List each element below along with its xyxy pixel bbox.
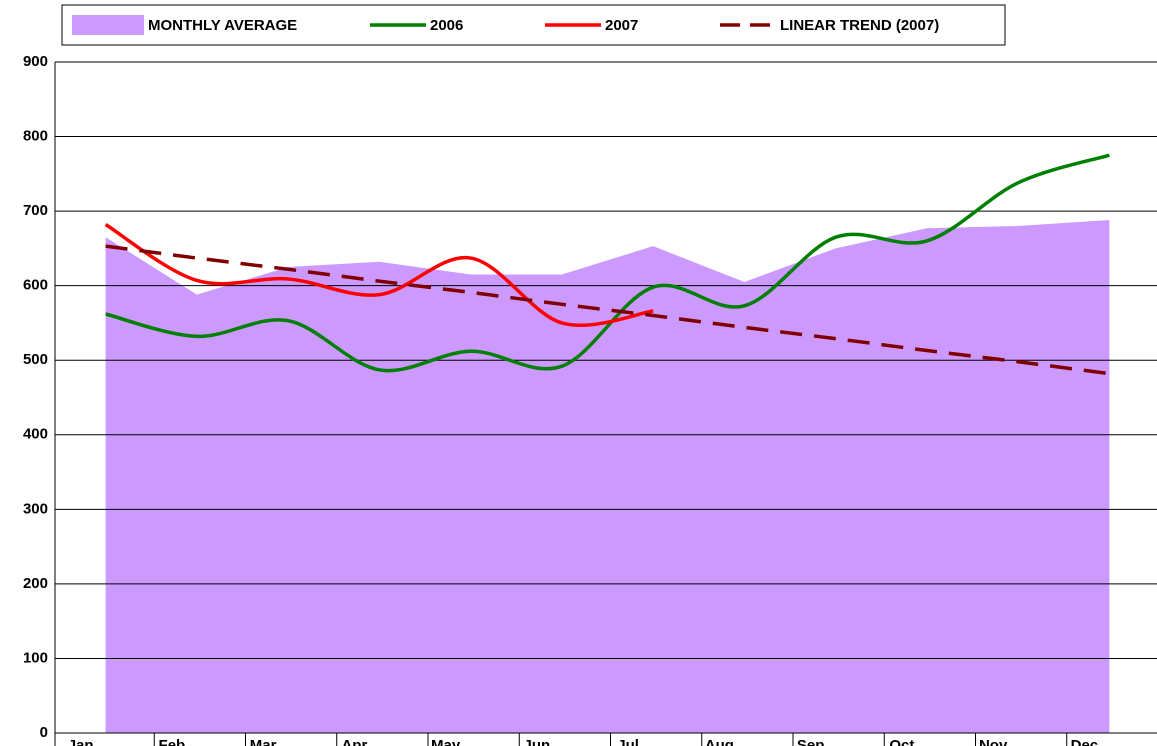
x-tick-label: Apr (341, 737, 367, 746)
y-tick-label: 500 (23, 351, 48, 368)
y-tick-label: 100 (23, 649, 48, 666)
y-tick-label: 900 (23, 53, 48, 70)
y-tick-label: 800 (23, 128, 48, 145)
legend-label: MONTHLY AVERAGE (148, 17, 297, 34)
y-tick-label: 600 (23, 277, 48, 294)
x-tick-label: Dec (1071, 737, 1099, 746)
legend: MONTHLY AVERAGE 2006 2007 LINEAR TREND (200… (61, 4, 1006, 46)
y-tick-label: 200 (23, 575, 48, 592)
legend-box (61, 4, 1006, 46)
x-tick-label: Aug (705, 737, 734, 746)
x-tick-label: May (431, 737, 461, 746)
y-tick-label: 0 (40, 724, 48, 741)
legend-label: 2007 (605, 17, 638, 34)
area (105, 220, 1110, 733)
plot-area: 0 100 200 300 400 500 600 700 800 900 Jan Feb Mar Apr… (23, 53, 1157, 746)
x-tick-label: Jun (524, 737, 551, 746)
legend-label: 2006 (430, 17, 463, 34)
legend-swatch (72, 15, 144, 35)
y-tick-label: 300 (23, 500, 48, 517)
x-tick-label: Oct (889, 737, 914, 746)
y-tick-label: 400 (23, 426, 48, 443)
x-tick-label: Sep (797, 737, 825, 746)
x-tick-label: Feb (159, 737, 186, 746)
y-tick-label: 700 (23, 202, 48, 219)
legend-label: LINEAR TREND (2007) (780, 17, 939, 34)
series-line (104, 223, 654, 328)
x-tick-label: Jan (68, 737, 94, 746)
x-tick-label: Nov (979, 737, 1008, 746)
series-line (105, 153, 1110, 373)
x-tick-label: Jul (617, 737, 639, 746)
x-tick-label: Mar (250, 737, 277, 746)
